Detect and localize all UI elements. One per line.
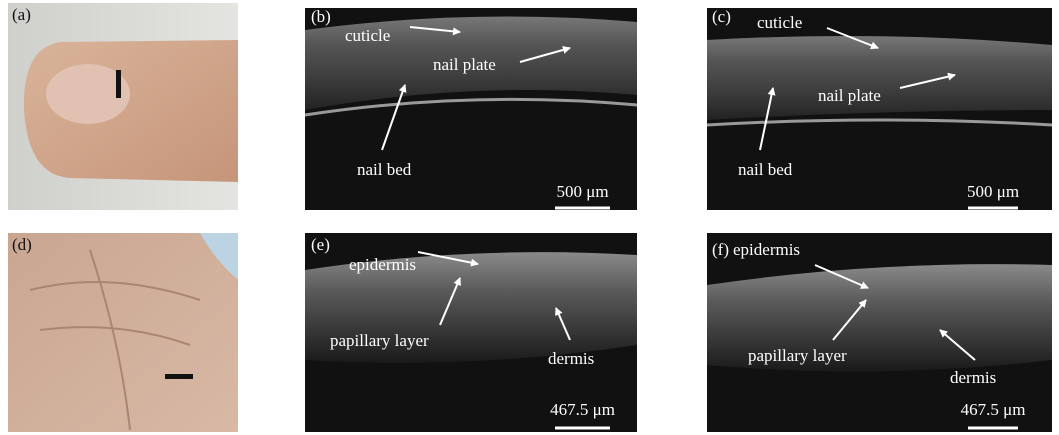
- panel-label: (e): [311, 235, 330, 254]
- annotation-label: cuticle: [757, 13, 802, 32]
- annotation-label: epidermis: [349, 255, 416, 274]
- oct-image-c: [707, 8, 1052, 210]
- annotation-label: nail bed: [738, 160, 793, 179]
- photo-finger: [8, 3, 238, 210]
- annotation-label: cuticle: [345, 26, 390, 45]
- annotation-label: papillary layer: [748, 346, 847, 365]
- annotation-label: papillary layer: [330, 331, 429, 350]
- panel-label: (f): [712, 240, 729, 259]
- figure: (a) (b) cuticle nail plate nail bed 500 μm (c)…: [0, 0, 1059, 435]
- panel-label: (b): [311, 7, 331, 26]
- annotation-label: nail plate: [433, 55, 496, 74]
- panel-label: (a): [12, 5, 31, 24]
- annotation-label: nail plate: [818, 86, 881, 105]
- panel-label: (d): [12, 235, 32, 254]
- scale-bar-label: 467.5 μm: [550, 400, 615, 419]
- scale-bar-label: 500 μm: [967, 182, 1019, 201]
- annotation-label: dermis: [950, 368, 996, 387]
- panel-label: (c): [712, 7, 731, 26]
- annotation-label: nail bed: [357, 160, 412, 179]
- photo-palm: [8, 233, 238, 432]
- annotation-label: epidermis: [733, 240, 800, 259]
- scale-bar-label: 467.5 μm: [961, 400, 1026, 419]
- scale-bar-label: 500 μm: [556, 182, 608, 201]
- annotation-label: dermis: [548, 349, 594, 368]
